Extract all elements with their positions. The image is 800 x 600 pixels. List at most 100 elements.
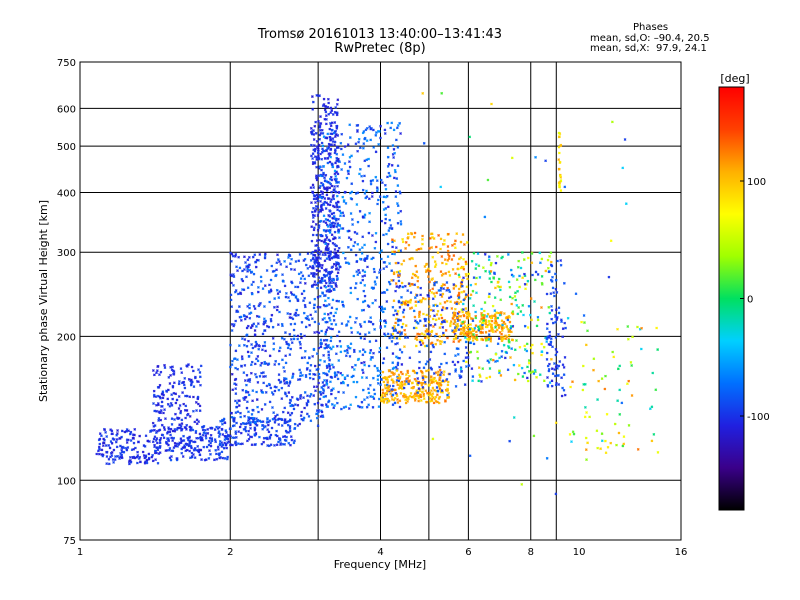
data-point: [250, 351, 253, 355]
data-point: [187, 444, 191, 448]
data-point: [581, 388, 585, 392]
data-point: [447, 257, 451, 261]
data-point: [492, 271, 496, 275]
y-tick-label: 300: [57, 248, 76, 259]
data-point: [438, 326, 442, 329]
data-point: [446, 286, 450, 290]
data-point: [431, 378, 435, 381]
data-point: [534, 155, 537, 159]
data-point: [375, 179, 379, 183]
data-point: [320, 128, 324, 132]
data-point: [534, 270, 538, 274]
data-point: [206, 432, 210, 435]
data-point: [318, 129, 322, 132]
data-point: [456, 353, 460, 356]
data-point: [312, 138, 316, 141]
data-point: [285, 435, 289, 439]
data-point: [394, 388, 397, 392]
data-point: [270, 426, 274, 430]
data-point: [95, 452, 99, 456]
data-point: [339, 147, 343, 151]
data-point: [255, 325, 258, 328]
data-point: [459, 375, 463, 379]
data-point: [296, 313, 300, 317]
data-point: [344, 261, 348, 265]
data-point: [442, 333, 446, 337]
data-point: [367, 391, 371, 395]
data-point: [315, 140, 319, 143]
data-point: [198, 371, 202, 374]
data-point: [428, 280, 431, 284]
data-point: [460, 280, 464, 284]
data-point: [415, 320, 419, 324]
data-point: [336, 261, 340, 265]
data-point: [334, 133, 338, 136]
data-point: [317, 346, 321, 350]
data-point: [471, 336, 475, 340]
data-point: [356, 297, 360, 301]
data-point: [271, 392, 275, 396]
data-point: [316, 295, 320, 299]
data-point: [500, 355, 504, 358]
data-point: [287, 391, 291, 394]
data-point: [290, 395, 294, 399]
data-point: [472, 276, 476, 280]
data-point: [467, 312, 471, 316]
data-point: [527, 359, 531, 362]
data-point: [384, 187, 388, 191]
data-point: [235, 421, 238, 425]
data-point: [305, 367, 309, 371]
data-point: [618, 413, 622, 416]
data-point: [381, 200, 385, 204]
data-point: [388, 369, 391, 373]
data-point: [333, 242, 336, 246]
data-point: [410, 282, 414, 286]
data-point: [507, 338, 511, 342]
data-point: [324, 114, 328, 118]
data-point: [431, 297, 435, 301]
data-point: [509, 268, 513, 272]
data-point: [285, 342, 289, 346]
data-point: [479, 330, 483, 334]
data-point: [318, 195, 322, 199]
data-point: [313, 280, 317, 283]
data-point: [354, 142, 358, 146]
data-point: [185, 443, 189, 447]
data-point: [243, 364, 247, 367]
data-point: [435, 304, 439, 308]
data-point: [333, 110, 337, 114]
data-point: [368, 340, 372, 343]
data-point: [362, 130, 366, 133]
data-point: [271, 417, 275, 421]
data-point: [153, 409, 157, 413]
data-point: [330, 121, 334, 125]
data-point: [245, 344, 249, 348]
data-point: [497, 337, 501, 340]
data-point: [251, 409, 255, 412]
data-point: [446, 249, 450, 253]
data-point: [312, 206, 315, 210]
data-point: [165, 431, 169, 435]
data-point: [152, 389, 156, 393]
data-point: [410, 256, 414, 260]
data-point: [155, 403, 158, 407]
data-point: [354, 282, 358, 285]
data-point: [323, 383, 326, 387]
data-point: [441, 331, 445, 335]
data-point: [231, 254, 235, 258]
data-point: [477, 379, 481, 383]
data-point: [236, 292, 240, 296]
data-point: [459, 240, 463, 244]
data-point: [554, 365, 558, 369]
data-point: [624, 202, 628, 206]
data-point: [515, 303, 519, 307]
data-point: [549, 278, 553, 282]
data-point: [566, 316, 570, 320]
data-point: [242, 314, 246, 317]
data-point: [558, 160, 562, 164]
data-point: [125, 429, 128, 433]
data-point: [559, 189, 563, 192]
data-point: [428, 236, 432, 240]
data-point: [310, 132, 314, 136]
data-point: [370, 355, 373, 359]
